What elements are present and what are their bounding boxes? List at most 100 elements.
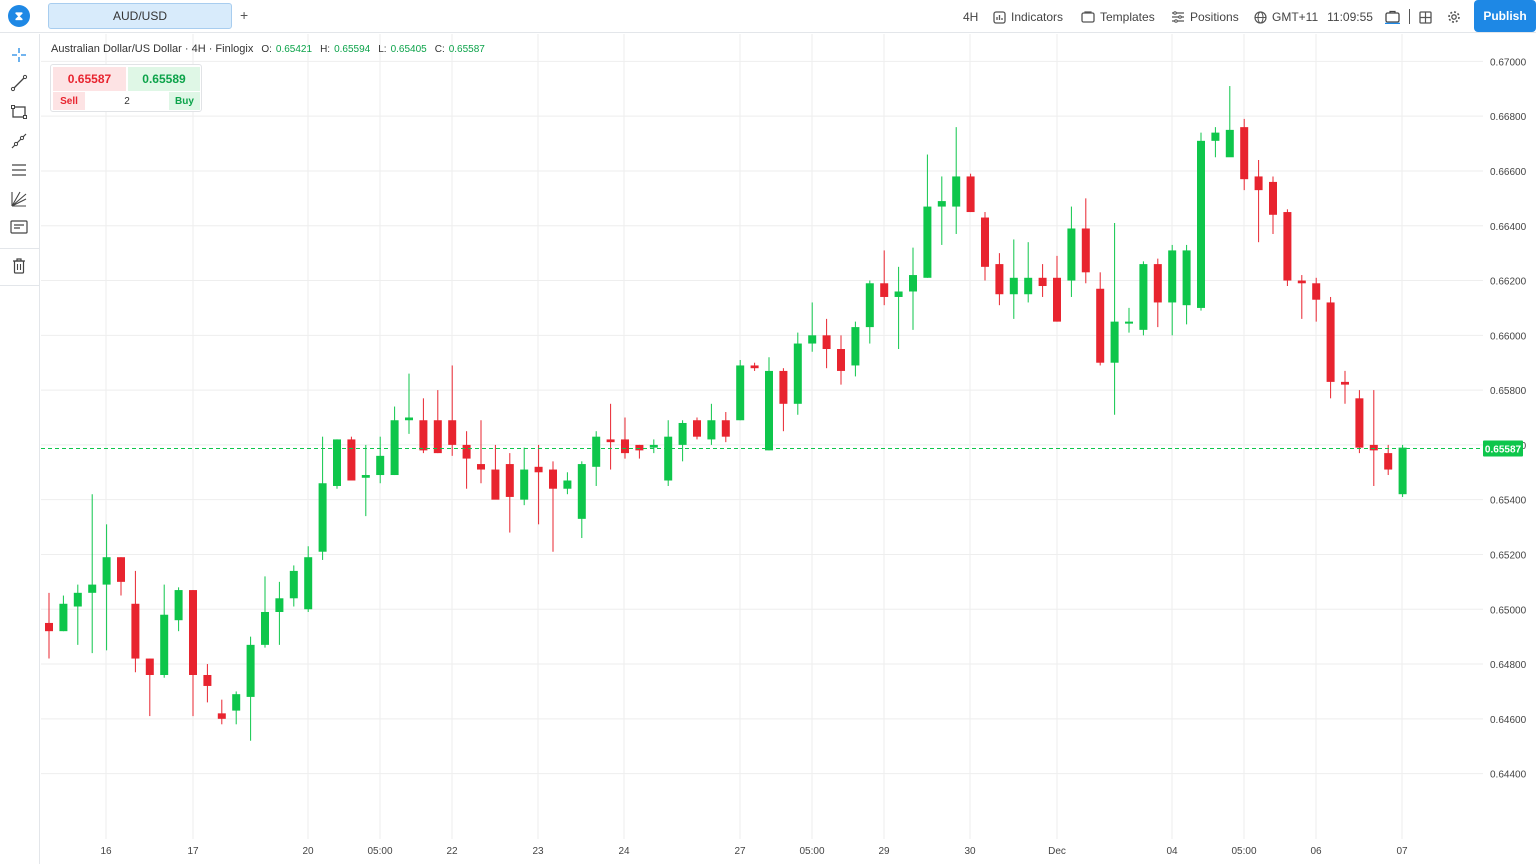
quantity-input[interactable]: 2 — [124, 95, 130, 107]
candle — [131, 570, 140, 673]
candle — [707, 403, 716, 445]
candle-body — [131, 603, 140, 659]
candle-body — [779, 370, 788, 404]
candle-body — [793, 343, 802, 404]
candle-body — [160, 614, 169, 675]
candle-body — [1369, 444, 1378, 451]
time-axis-label: 05:00 — [367, 846, 392, 857]
legend-close-label: C: — [434, 43, 445, 55]
timeframe-label: 4H — [963, 10, 979, 24]
timezone-label: GMT+11 — [1272, 10, 1319, 24]
candle — [779, 368, 788, 432]
candle — [981, 212, 989, 281]
candle — [261, 576, 269, 648]
buy-price-button[interactable]: 0.65589 — [128, 67, 200, 91]
candle-body — [477, 464, 485, 470]
candle-body — [1297, 280, 1306, 284]
candle — [649, 439, 658, 454]
legend-close-value: 0.65587 — [448, 43, 485, 55]
candle-body — [808, 335, 817, 344]
timezone-button[interactable]: GMT+11 11:09:55 — [1254, 8, 1373, 26]
chart-grid — [41, 34, 1483, 839]
publish-button[interactable]: Publish — [1474, 0, 1536, 32]
candle-body — [1269, 181, 1277, 215]
toolbar-separator — [0, 248, 39, 249]
candle-body — [923, 206, 932, 278]
candle — [1297, 275, 1306, 319]
candle — [1312, 277, 1321, 322]
app-logo[interactable]: ⧗ — [8, 5, 30, 27]
price-chart[interactable]: 0.67000 0.66800 0.66600 0.66400 0.66200 0.660… — [41, 34, 1536, 864]
ray-tool[interactable] — [8, 130, 30, 152]
trend-line-tool[interactable] — [8, 72, 30, 94]
add-tab-button[interactable]: + — [240, 7, 249, 23]
time-axis-label: 04 — [1166, 846, 1178, 857]
price-axis-label: 0.66600 — [1490, 167, 1527, 178]
price-axis-label: 0.65200 — [1490, 550, 1527, 561]
time-axis-label: Dec — [1048, 846, 1066, 857]
legend-high-value: 0.65594 — [334, 43, 371, 55]
candle — [678, 420, 687, 462]
grid-layout-icon — [1419, 10, 1432, 24]
candle — [1009, 239, 1018, 319]
indicators-icon — [993, 10, 1006, 24]
sell-button[interactable]: Sell — [53, 92, 85, 110]
candle-body — [1211, 132, 1220, 141]
candle — [376, 436, 385, 484]
indicators-button[interactable]: Indicators — [993, 8, 1063, 26]
positions-button[interactable]: Positions — [1171, 8, 1239, 26]
candle — [851, 321, 860, 377]
parallel-channel-tool[interactable] — [8, 159, 30, 181]
settings-button[interactable] — [1447, 8, 1461, 26]
candle — [361, 444, 370, 517]
layout-button[interactable] — [1419, 8, 1432, 26]
candle — [145, 658, 154, 717]
candle — [822, 318, 831, 369]
briefcase-icon — [1385, 10, 1400, 24]
candles-layer — [45, 86, 1407, 741]
candle — [765, 357, 773, 451]
rectangle-tool[interactable] — [8, 101, 30, 123]
time-axis-label: 05:00 — [1231, 846, 1256, 857]
candle — [563, 472, 572, 495]
delete-drawings-tool[interactable] — [8, 255, 30, 277]
fib-fan-icon — [11, 191, 27, 207]
candle-body — [275, 598, 284, 612]
candle-body — [966, 176, 975, 213]
candlestick-chart-svg[interactable]: 0.67000 0.66800 0.66600 0.66400 0.66200 0.660… — [41, 34, 1536, 864]
candle-body — [981, 217, 989, 267]
legend-open-value: 0.65421 — [275, 43, 313, 55]
clock-label: 11:09:55 — [1327, 10, 1373, 24]
candle — [289, 565, 298, 607]
candle — [721, 412, 730, 443]
candle — [1341, 370, 1349, 404]
candle — [1283, 209, 1292, 287]
text-note-tool[interactable] — [8, 216, 30, 238]
candle-body — [117, 557, 125, 582]
candle — [1326, 296, 1335, 399]
candle-body — [1067, 228, 1076, 281]
buy-button[interactable]: Buy — [169, 92, 200, 110]
candle — [448, 365, 457, 456]
gear-icon — [1448, 11, 1460, 23]
drawing-toolbar — [0, 34, 40, 864]
chart-legend: Australian Dollar/US Dollar · 4H · Finlo… — [51, 43, 485, 55]
candle-body — [577, 464, 586, 519]
timeframe-button[interactable]: 4H — [963, 8, 978, 26]
fib-fan-tool[interactable] — [8, 188, 30, 210]
candle — [1168, 244, 1177, 336]
candle — [1254, 160, 1263, 243]
sell-price-button[interactable]: 0.65587 — [53, 67, 126, 91]
crosshair-tool[interactable] — [8, 44, 30, 66]
candle — [433, 390, 442, 454]
symbol-tab-aud-usd[interactable]: AUD/USD — [48, 3, 232, 29]
price-axis-label: 0.64800 — [1490, 660, 1527, 671]
candle — [577, 461, 586, 539]
candle — [318, 436, 327, 560]
candle — [275, 581, 284, 645]
trading-mode-button[interactable] — [1385, 8, 1400, 26]
templates-button[interactable]: Templates — [1081, 8, 1155, 26]
parallel-channel-icon — [12, 164, 26, 176]
candle-body — [189, 590, 197, 675]
candle-body — [1096, 288, 1105, 363]
